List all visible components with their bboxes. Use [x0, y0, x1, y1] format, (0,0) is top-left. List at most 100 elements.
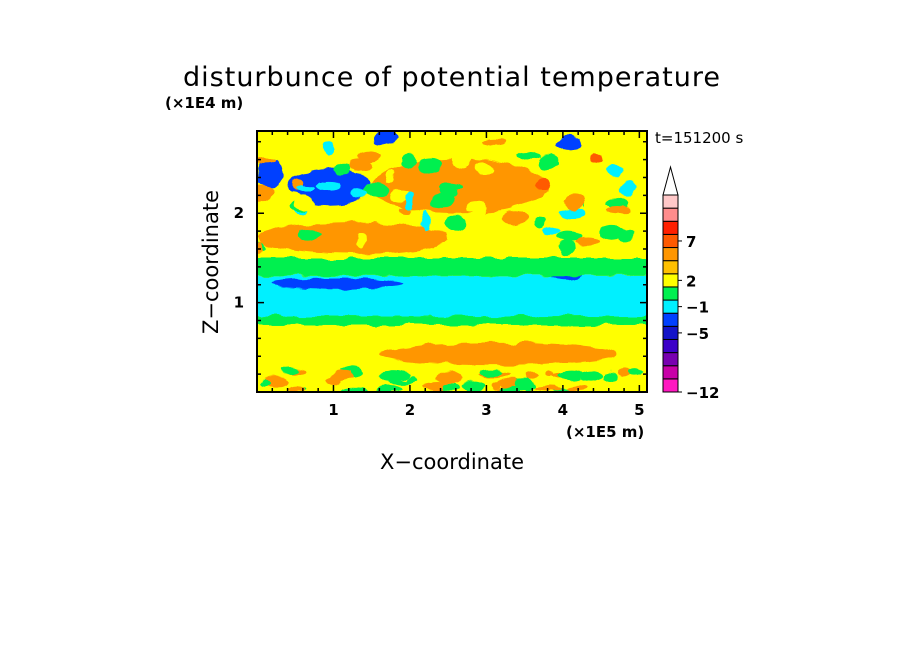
contour-cell [524, 383, 532, 392]
colorbar-level [662, 194, 679, 209]
contour-cell [363, 183, 389, 196]
contour-cell [480, 369, 501, 377]
contour-cell [564, 194, 585, 210]
contour-cell [293, 195, 313, 211]
contour-cell [289, 160, 313, 174]
contour-cell [501, 210, 527, 225]
contour-cell [257, 184, 274, 202]
contour-cell [404, 191, 414, 209]
contour-cell [340, 387, 369, 392]
contour-cell [474, 162, 492, 174]
contour-cell [334, 162, 350, 176]
contour-cell [604, 371, 618, 383]
contour-cell [543, 225, 561, 235]
colorbar-level [662, 220, 679, 235]
x-tick-label: 4 [558, 401, 568, 419]
colorbar-level [662, 312, 679, 327]
contour-cell [575, 236, 600, 246]
contour-cell [356, 233, 366, 249]
contour-cell [617, 367, 633, 377]
contour-cell [629, 368, 642, 376]
contour-cell [617, 229, 635, 241]
y-axis: 12 [234, 140, 647, 375]
contour-cell [257, 158, 274, 165]
contour-cell [558, 240, 577, 255]
x-unit-label: (×1E5 m) [566, 423, 644, 441]
contour-cell [555, 135, 582, 151]
contour-cell [398, 207, 411, 214]
contour-cell [591, 154, 603, 163]
contour-cell [322, 140, 334, 154]
chart-title: disturbunce of potential temperature [183, 62, 721, 93]
contour-cell [467, 201, 488, 214]
colorbar-tick-label: 7 [686, 233, 696, 251]
contour-region-blue [272, 278, 403, 290]
contour-cell [439, 181, 462, 192]
contour-cell [537, 154, 559, 171]
colorbar-level [662, 286, 679, 301]
contour-cell [400, 154, 417, 168]
colorbar-level [662, 260, 679, 275]
colorbar-level [662, 325, 679, 340]
contour-cell [390, 379, 416, 385]
contour-region-green [257, 316, 647, 325]
colorbar: −12−5−127 [662, 165, 719, 402]
contour-cell [558, 369, 584, 380]
colorbar-level [662, 247, 679, 262]
contour-cell [279, 366, 300, 374]
contour-cell [619, 179, 637, 196]
contour-cell [287, 385, 307, 392]
plot-frame [256, 130, 648, 393]
contour-cell [462, 380, 486, 392]
contour-cell [444, 214, 467, 232]
contour-cell [535, 179, 550, 191]
contour-cell [374, 385, 403, 392]
colorbar-tick-label: −1 [686, 299, 709, 317]
time-label: t=151200 s [655, 129, 743, 147]
colorbar-level [662, 273, 679, 288]
contour-cell [257, 202, 271, 210]
y-tick-label: 1 [234, 294, 244, 312]
contour-cell [534, 217, 547, 227]
contour-cell [350, 367, 365, 377]
contour-region-orange [379, 342, 617, 366]
contour-cell [524, 372, 538, 380]
colorbar-level [662, 233, 679, 249]
contour-field [257, 131, 647, 392]
contour-cell [262, 376, 288, 388]
colorbar-tick-label: −12 [686, 384, 719, 402]
y-tick-label: 2 [234, 204, 244, 222]
contour-cell [607, 165, 623, 178]
x-tick-label: 2 [405, 401, 415, 419]
contour-cell [421, 211, 430, 230]
contour-cell [435, 371, 463, 384]
contour-cell [593, 200, 610, 215]
x-tick-label: 1 [328, 401, 338, 419]
contour-cell [315, 180, 342, 191]
contour-cell [418, 137, 434, 154]
x-axis: 1 2 3 4 5 [271, 131, 645, 419]
x-tick-label: 3 [481, 401, 491, 419]
contour-cell [325, 375, 343, 385]
colorbar-level [662, 378, 679, 393]
contour-cell [605, 204, 630, 215]
contour-cell [386, 170, 396, 184]
contour-cell [442, 383, 461, 390]
contour-region-green [257, 257, 647, 276]
contour-cell [257, 241, 264, 254]
contour-cell [492, 383, 500, 391]
contour-cell [418, 158, 441, 174]
contour-region-blue [257, 159, 284, 187]
contour-cell [483, 138, 508, 145]
contour-cell [579, 370, 604, 382]
contour-cell [559, 207, 586, 220]
x-tick-label: 5 [634, 401, 644, 419]
colorbar-level [662, 299, 679, 314]
colorbar-level [662, 207, 679, 222]
colorbar-level [662, 338, 679, 354]
contour-cell [259, 379, 269, 387]
y-axis-label: Z−coordinate [199, 190, 223, 334]
colorbar-tick-label: 2 [686, 272, 696, 290]
contour-cell [545, 368, 555, 375]
